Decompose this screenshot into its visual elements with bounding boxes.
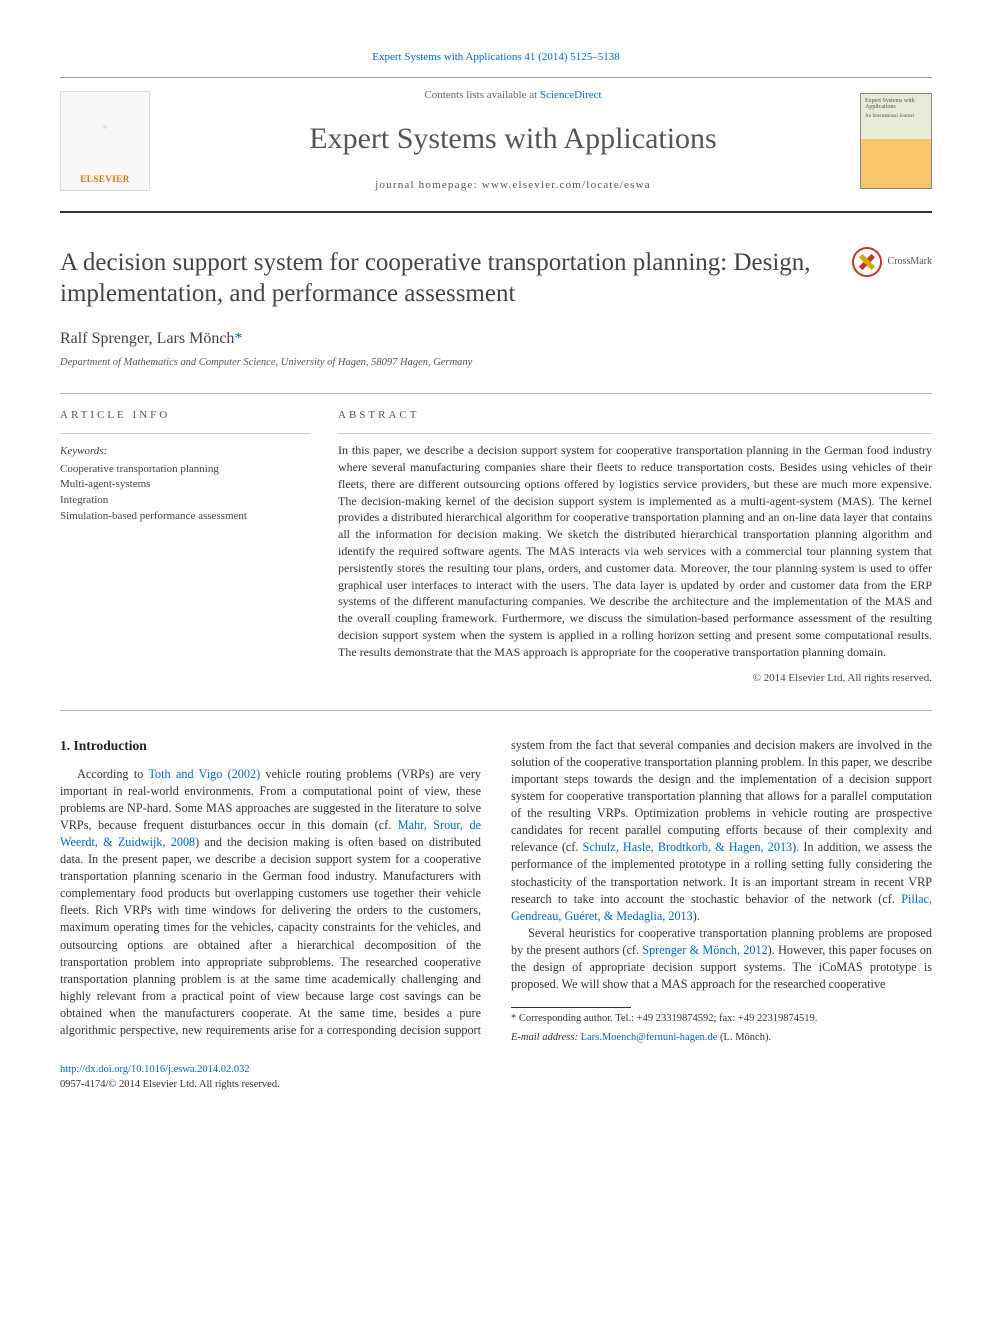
footnote-text: Corresponding author. Tel.: +49 23319874… — [516, 1013, 817, 1024]
abstract-label: ABSTRACT — [338, 408, 932, 423]
crossmark-label: CrossMark — [888, 255, 932, 269]
journal-title: Expert Systems with Applications — [166, 118, 860, 160]
author-email-link[interactable]: Lars.Moench@fernuni-hagen.de — [581, 1032, 718, 1043]
contents-available-line: Contents lists available at ScienceDirec… — [166, 88, 860, 103]
body-text: ). — [693, 909, 700, 923]
email-suffix: (L. Mönch). — [717, 1032, 771, 1043]
citation-link[interactable]: Sprenger & Mönch, 2012 — [642, 943, 767, 957]
journal-cover-thumbnail: Expert Systems with Applications An Inte… — [860, 93, 932, 189]
author-affiliation: Department of Mathematics and Computer S… — [60, 356, 932, 371]
sciencedirect-link[interactable]: ScienceDirect — [540, 89, 602, 101]
divider — [60, 393, 932, 394]
keywords-label: Keywords: — [60, 444, 310, 459]
cover-thumb-title: Expert Systems with Applications — [865, 98, 927, 111]
keyword-item: Cooperative transportation planning — [60, 462, 310, 478]
keyword-item: Simulation-based performance assessment — [60, 509, 310, 525]
cover-thumb-subtitle: An International Journal — [865, 114, 927, 120]
homepage-prefix: journal homepage: — [375, 179, 482, 191]
divider — [60, 710, 932, 711]
divider — [338, 433, 932, 434]
issn-copyright-line: 0957-4174/© 2014 Elsevier Ltd. All right… — [60, 1078, 932, 1093]
corresponding-mark: * — [234, 330, 242, 347]
corresponding-author-footnote: * Corresponding author. Tel.: +49 233198… — [511, 1012, 932, 1027]
journal-masthead: ELSEVIER Contents lists available at Sci… — [60, 77, 932, 213]
publisher-logo-text: ELSEVIER — [80, 173, 130, 186]
email-label: E-mail address: — [511, 1032, 581, 1043]
section-heading: 1. Introduction — [60, 737, 481, 756]
citation-link[interactable]: Expert Systems with Applications 41 (201… — [372, 51, 619, 63]
citation-header: Expert Systems with Applications 41 (201… — [60, 50, 932, 65]
publisher-logo: ELSEVIER — [60, 91, 150, 191]
crossmark-widget[interactable]: CrossMark — [852, 247, 932, 277]
divider — [60, 433, 310, 434]
author-names: Ralf Sprenger, Lars Mönch — [60, 330, 234, 347]
article-info-label: ARTICLE INFO — [60, 408, 310, 423]
keyword-item: Multi-agent-systems — [60, 477, 310, 493]
article-body: 1. Introduction According to Toth and Vi… — [60, 737, 932, 1046]
citation-link[interactable]: Schulz, Hasle, Brodtkorb, & Hagen, 2013 — [583, 840, 793, 854]
crossmark-icon — [852, 247, 882, 277]
citation-link[interactable]: Toth and Vigo (2002) — [148, 767, 260, 781]
doi-link[interactable]: http://dx.doi.org/10.1016/j.eswa.2014.02… — [60, 1064, 250, 1075]
journal-homepage-line: journal homepage: www.elsevier.com/locat… — [166, 178, 860, 193]
keyword-item: Integration — [60, 493, 310, 509]
body-text: According to — [77, 767, 148, 781]
author-list: Ralf Sprenger, Lars Mönch* — [60, 328, 932, 350]
footnote-rule — [511, 1007, 631, 1008]
abstract-copyright: © 2014 Elsevier Ltd. All rights reserved… — [338, 671, 932, 686]
homepage-url[interactable]: www.elsevier.com/locate/eswa — [482, 179, 651, 191]
article-title: A decision support system for cooperativ… — [60, 247, 834, 310]
email-footnote: E-mail address: Lars.Moench@fernuni-hage… — [511, 1031, 932, 1046]
abstract-text: In this paper, we describe a decision su… — [338, 442, 932, 660]
contents-prefix: Contents lists available at — [424, 89, 539, 101]
